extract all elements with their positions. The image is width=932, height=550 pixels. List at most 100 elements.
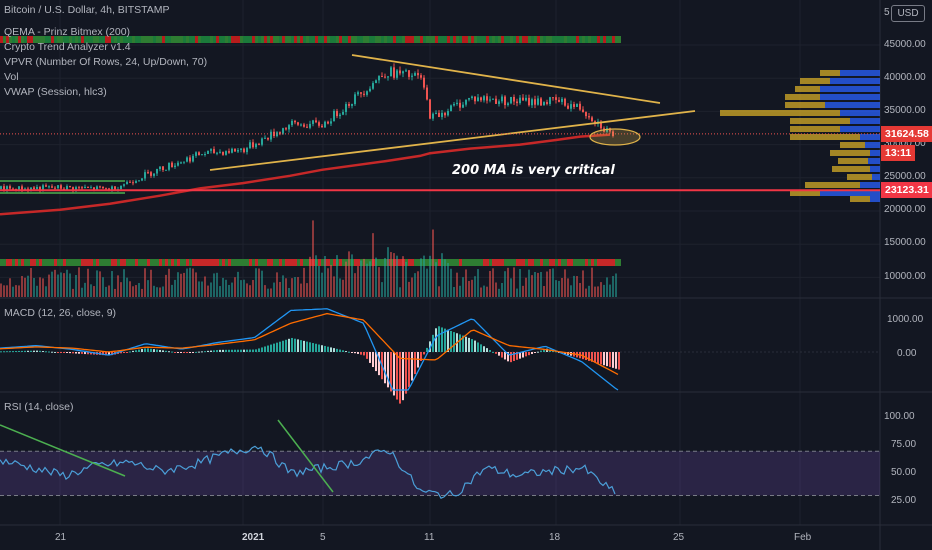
macd-histogram-bar (390, 352, 392, 392)
trend-strip-lower-cell (285, 259, 288, 266)
trend-strip-lower-cell (576, 259, 579, 266)
macd-histogram-bar (444, 328, 446, 352)
indicator-vwap[interactable]: VWAP (Session, hlc3) (4, 86, 107, 98)
volume-bar (30, 268, 32, 297)
trend-strip-cell (42, 36, 45, 43)
vpvr-up-bar (850, 196, 870, 202)
candle-body (543, 102, 545, 106)
volume-bar (183, 272, 185, 297)
trend-strip-cell (534, 36, 537, 43)
volume-bar (258, 268, 260, 297)
candle-body (297, 122, 299, 125)
candle-body (459, 102, 461, 108)
macd-histogram-bar (333, 348, 335, 352)
trend-strip-lower-cell (57, 259, 60, 266)
trend-strip-cell (558, 36, 561, 43)
macd-histogram-bar (615, 352, 617, 369)
indicator-vol[interactable]: Vol (4, 71, 19, 83)
trend-strip-cell (249, 36, 252, 43)
macd-histogram-bar (348, 351, 350, 353)
candle-body (300, 124, 302, 126)
trend-strip-cell (282, 36, 285, 43)
trend-strip-lower-cell (63, 259, 66, 266)
trend-strip-cell (432, 36, 435, 43)
trend-strip-lower-cell (537, 259, 540, 266)
macd-histogram-bar (198, 351, 200, 353)
indicator-crypto-trend[interactable]: Crypto Trend Analyzer v1.4 (4, 41, 131, 53)
macd-histogram-bar (591, 352, 593, 362)
trend-strip-cell (393, 36, 396, 43)
trend-strip-cell (102, 36, 105, 43)
trend-strip-cell (447, 36, 450, 43)
vpvr-up-bar (832, 166, 870, 172)
trend-strip-lower-cell (342, 259, 345, 266)
macd-histogram-bar (600, 352, 602, 365)
macd-histogram-bar (246, 349, 248, 352)
candle-body (210, 149, 212, 151)
trend-strip-cell (144, 36, 147, 43)
indicator-vpvr[interactable]: VPVR (Number Of Rows, 24, Up/Down, 70) (4, 56, 208, 68)
candle-body (54, 187, 56, 189)
volume-bar (114, 288, 116, 297)
trend-strip-lower-cell (195, 259, 198, 266)
macd-histogram-bar (372, 352, 374, 368)
macd-histogram-bar (141, 349, 143, 352)
macd-histogram-bar (330, 347, 332, 352)
currency-button[interactable]: USD (891, 5, 925, 22)
macd-histogram-bar (405, 352, 407, 394)
candle-body (336, 110, 338, 117)
volume-bar (480, 287, 482, 297)
trend-strip-lower-cell (78, 259, 81, 266)
volume-bar (342, 279, 344, 297)
volume-bar (78, 267, 80, 297)
trend-strip-cell (123, 36, 126, 43)
trend-strip-cell (291, 36, 294, 43)
trend-strip-lower-cell (528, 259, 531, 266)
volume-bar (492, 268, 494, 297)
candle-body (270, 131, 272, 140)
candle-body (57, 185, 59, 189)
candle-body (138, 180, 140, 182)
candle-body (96, 186, 98, 190)
volume-bar (360, 260, 362, 297)
trend-strip-cell (3, 36, 6, 43)
candle-body (114, 186, 116, 191)
trend-strip-lower-cell (3, 259, 6, 266)
candle-body (81, 187, 83, 189)
candle-body (216, 152, 218, 154)
macd-histogram-bar (531, 352, 533, 355)
volume-bar (462, 277, 464, 297)
macd-histogram-bar (513, 352, 515, 361)
macd-histogram-bar (228, 349, 230, 352)
trend-strip-lower-cell (543, 259, 546, 266)
macd-title[interactable]: MACD (12, 26, close, 9) (4, 307, 117, 319)
vpvr-down-bar (840, 110, 880, 116)
trend-strip-lower-cell (93, 259, 96, 266)
vpvr-down-bar (820, 94, 880, 100)
trend-strip-lower-cell (69, 259, 72, 266)
candle-body (354, 94, 356, 105)
trend-strip-lower-cell (294, 259, 297, 266)
macd-histogram-bar (351, 352, 353, 353)
rsi-title[interactable]: RSI (14, close) (4, 401, 74, 413)
volume-bar (81, 287, 83, 297)
trend-strip-lower-cell (174, 259, 177, 266)
macd-histogram-bar (264, 346, 266, 352)
candle-body (474, 96, 476, 102)
vpvr-up-bar (785, 102, 825, 108)
macd-histogram-bar (450, 330, 452, 352)
trend-strip-cell (387, 36, 390, 43)
trend-strip-lower-cell (186, 259, 189, 266)
trend-strip-cell (345, 36, 348, 43)
candle-body (522, 97, 524, 101)
trend-strip-lower-cell (552, 259, 555, 266)
volume-bar (168, 268, 170, 297)
trend-strip-lower-cell (33, 259, 36, 266)
volume-bar (93, 286, 95, 297)
indicator-qema[interactable]: QEMA - Prinz Bitmex (200) (4, 26, 131, 38)
macd-histogram-bar (39, 350, 41, 352)
candle-body (345, 104, 347, 112)
rsi-tick-25: 25.00 (891, 495, 917, 506)
volume-bar (279, 282, 281, 297)
